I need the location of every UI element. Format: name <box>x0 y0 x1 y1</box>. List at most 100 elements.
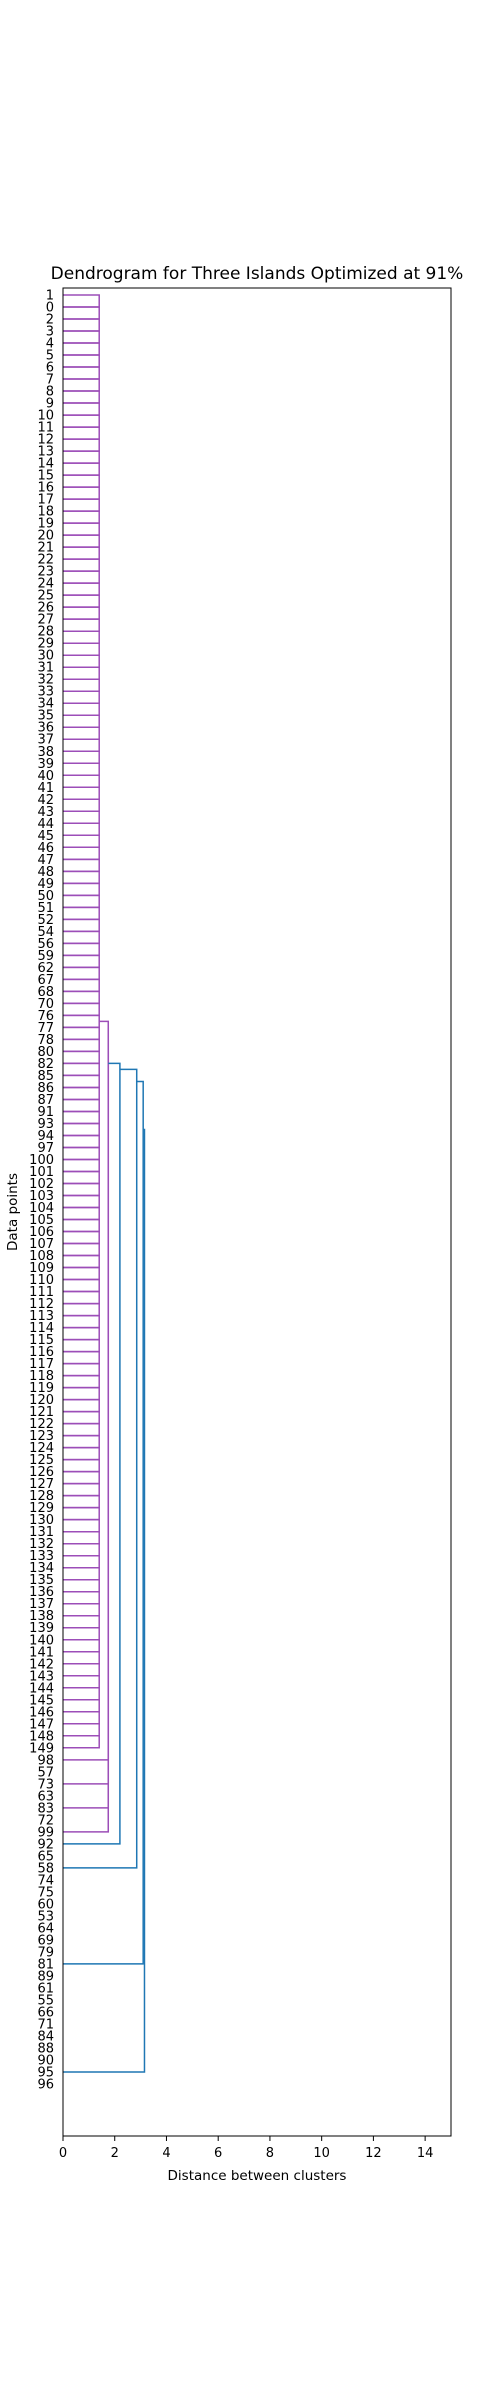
cluster-link <box>63 1122 100 1137</box>
cluster-link <box>63 1687 100 1701</box>
leaf-label: 111 <box>29 1285 54 1300</box>
cluster-link <box>63 390 100 404</box>
leaf-label: 123 <box>29 1429 54 1444</box>
cluster-link <box>63 942 100 957</box>
cluster-link <box>63 546 100 560</box>
cluster-link <box>63 570 100 584</box>
leaf-label: 77 <box>37 1021 54 1036</box>
cluster-link <box>63 1254 100 1269</box>
leaf-label: 109 <box>29 1261 54 1276</box>
y-tick-labels: 1023456789101112131415161718192021222324… <box>29 289 54 2093</box>
cluster-link <box>63 894 100 909</box>
leaf-label: 26 <box>37 601 54 616</box>
cluster-link <box>63 810 100 825</box>
x-tick-label: 8 <box>266 2146 274 2161</box>
leaf-label: 29 <box>37 637 54 652</box>
cluster-link <box>63 426 100 440</box>
cluster-link <box>63 702 100 716</box>
cluster-link <box>63 1602 100 1617</box>
cluster-link <box>63 1614 100 1629</box>
leaf-label: 149 <box>29 1741 54 1756</box>
leaf-label: 53 <box>37 1909 54 1924</box>
leaf-label: 136 <box>29 1585 54 1600</box>
cluster-link <box>63 1494 100 1509</box>
x-axis-ticks: 0 2 4 6 8 10 12 14 <box>59 2136 433 2161</box>
cluster-link <box>63 354 100 368</box>
cluster-link <box>63 366 100 380</box>
leaf-label: 2 <box>46 313 54 328</box>
cluster-link <box>63 1098 100 1113</box>
cluster-link <box>63 306 100 320</box>
cluster-link <box>63 1735 100 1749</box>
leaf-label: 50 <box>37 889 54 904</box>
leaf-label: 35 <box>37 709 54 724</box>
cluster-link <box>63 882 100 897</box>
leaf-label: 8 <box>46 385 54 400</box>
leaf-label: 124 <box>29 1441 54 1456</box>
cluster-link <box>63 1530 100 1545</box>
leaf-label: 145 <box>29 1693 54 1708</box>
leaf-label: 127 <box>29 1477 54 1492</box>
leaf-label: 23 <box>37 565 54 580</box>
leaf-label: 116 <box>29 1345 54 1360</box>
leaf-label: 128 <box>29 1489 54 1504</box>
leaf-label: 5 <box>46 349 54 364</box>
cluster-link <box>63 834 100 849</box>
leaf-label: 101 <box>29 1165 54 1180</box>
leaf-label: 141 <box>29 1645 54 1660</box>
leaf-label: 117 <box>29 1357 54 1372</box>
leaf-label: 108 <box>29 1249 54 1264</box>
leaf-label: 126 <box>29 1465 54 1480</box>
leaf-label: 133 <box>29 1549 54 1564</box>
leaf-label: 61 <box>37 1981 54 1996</box>
x-tick-label: 12 <box>365 2146 382 2161</box>
cluster-link <box>63 1002 100 1017</box>
leaf-label: 59 <box>37 949 54 964</box>
leaf-label: 39 <box>37 757 54 772</box>
leaf-label: 97 <box>37 1141 54 1156</box>
y-axis-label: Data points <box>5 1173 21 1251</box>
leaf-label: 56 <box>37 937 54 952</box>
x-axis-label: Distance between clusters <box>168 2168 347 2184</box>
cluster-link <box>63 930 100 945</box>
leaf-label: 11 <box>37 421 54 436</box>
cluster-link <box>63 294 100 308</box>
cluster-link <box>63 498 100 512</box>
cluster-link <box>63 1050 100 1065</box>
leaf-label: 90 <box>37 2053 54 2068</box>
cluster-link <box>63 798 100 813</box>
cluster-link <box>63 1626 100 1641</box>
cluster-link <box>63 666 100 680</box>
cluster-link <box>63 1590 100 1605</box>
leaf-label: 9 <box>46 397 54 412</box>
leaf-label: 48 <box>37 865 54 880</box>
cluster-link <box>63 438 100 452</box>
leaf-label: 120 <box>29 1393 54 1408</box>
cluster-link <box>63 1314 100 1329</box>
cluster-link <box>63 1434 100 1449</box>
leaf-label: 51 <box>37 901 54 916</box>
cluster-link <box>63 1458 100 1473</box>
cluster-link <box>63 1110 100 1125</box>
leaf-label: 102 <box>29 1177 54 1192</box>
leaf-label: 16 <box>37 481 54 496</box>
cluster-link <box>63 1506 100 1521</box>
cluster-link <box>63 1542 100 1557</box>
cluster-link <box>63 1086 100 1101</box>
leaf-label: 132 <box>29 1537 54 1552</box>
leaf-label: 80 <box>37 1045 54 1060</box>
cluster-link <box>63 594 100 608</box>
cluster-link <box>63 966 100 981</box>
cluster-link <box>63 1566 100 1581</box>
leaf-label: 49 <box>37 877 54 892</box>
cluster-link <box>63 582 100 596</box>
cluster-link <box>63 738 100 753</box>
leaf-label: 142 <box>29 1657 54 1672</box>
leaf-label: 143 <box>29 1669 54 1684</box>
leaf-label: 41 <box>37 781 54 796</box>
cluster-link <box>63 522 100 536</box>
cluster-link <box>63 1266 100 1281</box>
leaf-label: 137 <box>29 1597 54 1612</box>
leaf-label: 18 <box>37 505 54 520</box>
